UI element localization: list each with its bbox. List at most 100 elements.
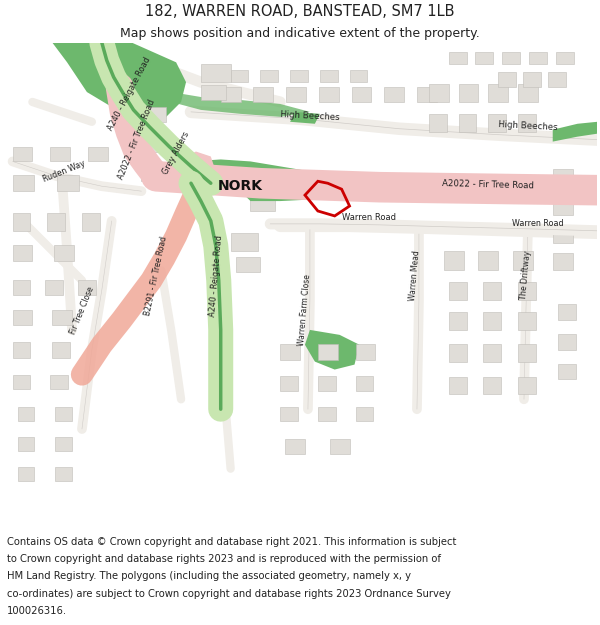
Polygon shape: [330, 439, 350, 454]
Polygon shape: [449, 378, 467, 394]
Text: A240 - Reigate Road: A240 - Reigate Road: [106, 56, 153, 132]
Polygon shape: [355, 408, 373, 421]
Polygon shape: [230, 232, 259, 251]
Polygon shape: [444, 251, 464, 271]
Polygon shape: [518, 84, 538, 102]
Text: High Beeches: High Beeches: [280, 110, 340, 122]
Polygon shape: [241, 183, 449, 201]
Polygon shape: [488, 114, 506, 132]
Polygon shape: [171, 92, 310, 117]
Polygon shape: [318, 408, 335, 421]
Polygon shape: [449, 282, 467, 300]
Polygon shape: [318, 376, 335, 391]
Text: to Crown copyright and database rights 2023 and is reproduced with the permissio: to Crown copyright and database rights 2…: [7, 554, 441, 564]
Polygon shape: [449, 52, 467, 64]
Polygon shape: [458, 84, 478, 102]
Polygon shape: [518, 378, 536, 394]
Text: Grey Alders: Grey Alders: [161, 131, 191, 176]
Polygon shape: [502, 52, 520, 64]
Polygon shape: [384, 87, 404, 102]
Polygon shape: [52, 310, 72, 325]
Polygon shape: [553, 253, 572, 271]
Polygon shape: [355, 376, 373, 391]
Polygon shape: [429, 84, 449, 102]
Polygon shape: [498, 72, 516, 87]
Polygon shape: [260, 70, 278, 82]
Polygon shape: [17, 408, 34, 421]
Polygon shape: [518, 114, 536, 132]
Text: co-ordinates) are subject to Crown copyright and database rights 2023 Ordnance S: co-ordinates) are subject to Crown copyr…: [7, 589, 451, 599]
Polygon shape: [201, 85, 226, 100]
Polygon shape: [55, 408, 72, 421]
Text: A240 - Reigate Road: A240 - Reigate Road: [208, 234, 224, 317]
Polygon shape: [280, 344, 300, 359]
Polygon shape: [478, 251, 498, 271]
Polygon shape: [557, 334, 575, 350]
Text: 100026316.: 100026316.: [7, 606, 67, 616]
Polygon shape: [318, 344, 338, 359]
Polygon shape: [290, 112, 320, 124]
Text: The Driftway: The Driftway: [520, 251, 533, 300]
Polygon shape: [417, 87, 437, 102]
Polygon shape: [13, 213, 31, 231]
Polygon shape: [57, 175, 79, 191]
Polygon shape: [236, 257, 260, 272]
Polygon shape: [548, 72, 566, 87]
Polygon shape: [553, 122, 598, 142]
Text: HM Land Registry. The polygons (including the associated geometry, namely x, y: HM Land Registry. The polygons (includin…: [7, 571, 411, 581]
Text: A2022 - Fir Tree Road: A2022 - Fir Tree Road: [116, 98, 157, 181]
Text: 182, WARREN ROAD, BANSTEAD, SM7 1LB: 182, WARREN ROAD, BANSTEAD, SM7 1LB: [145, 4, 455, 19]
Polygon shape: [513, 251, 533, 271]
Polygon shape: [553, 197, 572, 215]
Polygon shape: [13, 281, 31, 295]
Polygon shape: [45, 281, 63, 295]
Polygon shape: [55, 437, 72, 451]
Polygon shape: [557, 364, 575, 379]
Polygon shape: [50, 374, 68, 389]
Text: Map shows position and indicative extent of the property.: Map shows position and indicative extent…: [120, 27, 480, 39]
Text: Contains OS data © Crown copyright and database right 2021. This information is : Contains OS data © Crown copyright and d…: [7, 537, 457, 547]
Polygon shape: [78, 281, 96, 295]
Polygon shape: [13, 244, 32, 261]
Polygon shape: [221, 87, 241, 102]
Polygon shape: [13, 146, 32, 161]
Polygon shape: [484, 312, 501, 330]
Polygon shape: [286, 87, 306, 102]
Polygon shape: [17, 437, 34, 451]
Polygon shape: [201, 64, 230, 82]
Polygon shape: [350, 70, 367, 82]
Polygon shape: [305, 330, 359, 369]
Polygon shape: [280, 376, 298, 391]
Polygon shape: [47, 213, 65, 231]
Polygon shape: [250, 196, 275, 211]
Polygon shape: [54, 244, 74, 261]
Text: Warren Mead: Warren Mead: [408, 250, 422, 301]
Polygon shape: [355, 344, 376, 359]
Text: Warren Road: Warren Road: [512, 219, 563, 228]
Polygon shape: [488, 84, 508, 102]
Polygon shape: [484, 378, 501, 394]
Text: A2022 - Fir Tree Road: A2022 - Fir Tree Road: [442, 179, 535, 190]
Polygon shape: [556, 52, 574, 64]
Polygon shape: [88, 146, 108, 161]
Polygon shape: [290, 70, 308, 82]
Polygon shape: [13, 310, 32, 325]
Polygon shape: [50, 146, 70, 161]
Text: Warren Road: Warren Road: [343, 213, 397, 222]
Polygon shape: [319, 87, 338, 102]
Polygon shape: [253, 87, 273, 102]
Polygon shape: [52, 42, 186, 122]
Polygon shape: [146, 107, 166, 122]
Polygon shape: [518, 344, 536, 362]
Polygon shape: [186, 159, 359, 183]
Polygon shape: [280, 408, 298, 421]
Polygon shape: [55, 467, 72, 481]
Polygon shape: [553, 169, 572, 187]
Text: B2291 - Fir Tree Road: B2291 - Fir Tree Road: [143, 235, 169, 316]
Polygon shape: [230, 70, 248, 82]
Polygon shape: [484, 344, 501, 362]
Polygon shape: [523, 72, 541, 87]
Text: Warren Farm Close: Warren Farm Close: [298, 274, 313, 346]
Polygon shape: [146, 137, 171, 151]
Polygon shape: [52, 342, 70, 357]
